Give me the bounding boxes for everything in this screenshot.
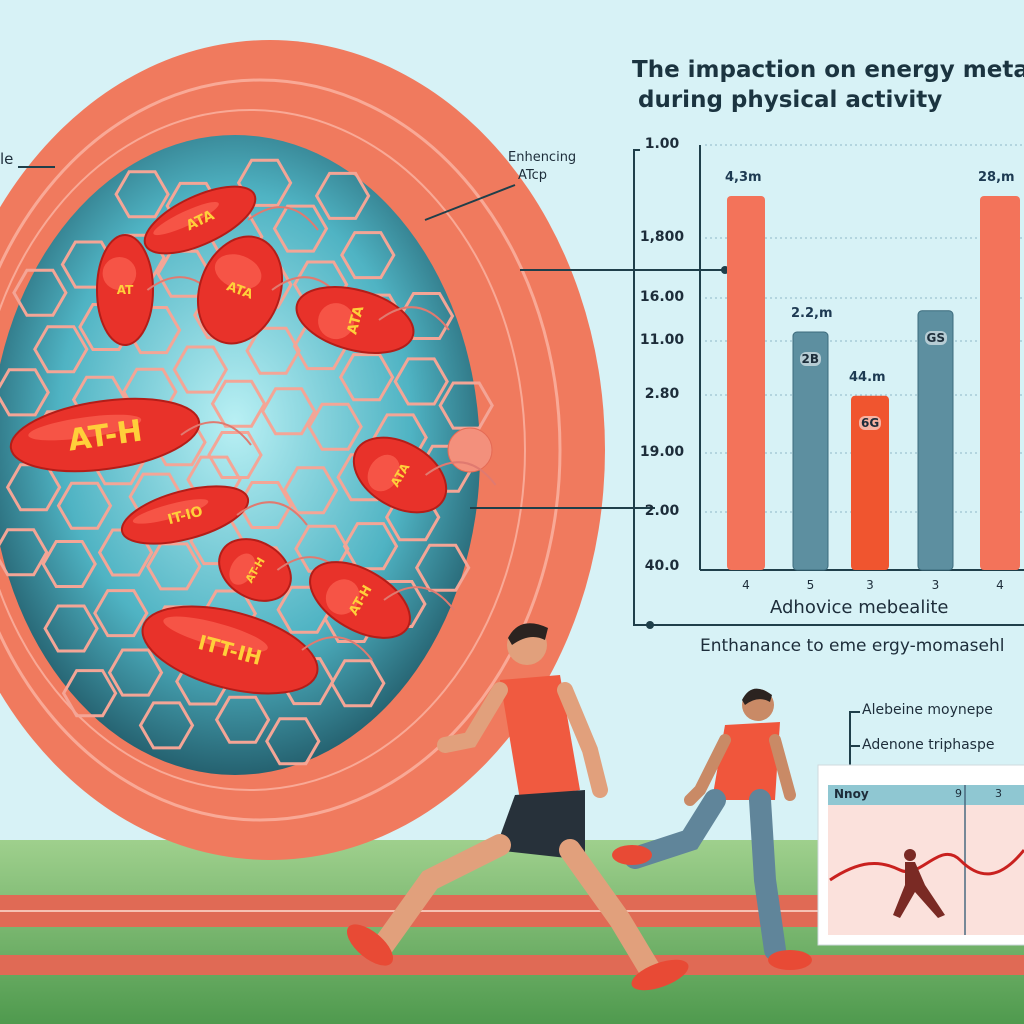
mesh-cell xyxy=(12,268,68,317)
mesh-cell xyxy=(214,695,271,744)
atp-capsule: IT-IO xyxy=(120,485,250,545)
bar-inner-label: 6G xyxy=(859,415,882,430)
mesh-cell xyxy=(438,381,494,430)
y-tick-label: 2.80 xyxy=(644,386,680,402)
bar xyxy=(727,196,765,570)
callout-left-label: le xyxy=(0,150,14,168)
runner-front xyxy=(346,623,689,991)
mesh-cell xyxy=(207,431,263,479)
x-tick-label: 4 xyxy=(996,578,1004,592)
panel-mark-2: 3 xyxy=(995,787,1002,800)
bar xyxy=(980,196,1020,570)
mesh-cell xyxy=(146,542,202,591)
y-tick-label: 1,800 xyxy=(639,229,685,245)
atp-capsule: AT-H xyxy=(9,397,201,473)
y-tick-label: 1.00 xyxy=(644,136,680,152)
mesh-cell xyxy=(41,540,97,588)
x-tick-label: 3 xyxy=(931,578,940,592)
bar-inner-label: 2B xyxy=(799,352,821,366)
panel-header: Nnoy xyxy=(834,787,869,801)
bar-value-label: 28,m xyxy=(978,170,1015,185)
callout-enhancing-label: Enhencing xyxy=(508,150,577,165)
title-line-1: The impaction on energy metab xyxy=(632,57,1024,83)
mesh-cell xyxy=(114,170,170,219)
bar-inner-label: GS xyxy=(924,330,947,345)
mesh-cell xyxy=(245,326,301,375)
capsule-label: AT xyxy=(117,283,134,297)
bar xyxy=(851,395,889,570)
atp-capsule: AT-H xyxy=(218,538,292,602)
mesh-cell xyxy=(236,158,293,207)
mesh-cell xyxy=(43,604,99,653)
mesh-cell xyxy=(61,669,118,718)
mesh-cell xyxy=(172,345,229,394)
atp-capsule: AT xyxy=(96,234,154,346)
chart-bracket xyxy=(633,149,1024,626)
small-runner-icon xyxy=(893,849,945,918)
atp-capsule: ITT-IH xyxy=(141,605,319,695)
mesh-cell xyxy=(282,466,339,515)
legend-label-1: Alebeine moynepe xyxy=(862,702,993,718)
legend-label-2: Adenone triphaspe xyxy=(862,737,995,753)
atp-capsule: ATA xyxy=(295,286,415,354)
callout-atp-label: ATcp xyxy=(518,168,548,183)
mesh-cell xyxy=(314,171,371,220)
chart-caption: Enthanance to eme ergy-momasehl xyxy=(700,636,1005,656)
panel-mark-1: 9 xyxy=(955,787,962,800)
runner-back xyxy=(612,688,812,970)
mesh-cell xyxy=(107,648,164,697)
x-tick-label: 4 xyxy=(742,578,750,592)
y-tick-label: 16.00 xyxy=(639,289,685,305)
atp-capsule: ATA xyxy=(143,185,257,255)
bar-value-label: 4,3m xyxy=(725,170,762,185)
mesh-cell xyxy=(0,528,49,577)
mesh-cell xyxy=(393,357,449,406)
x-tick-label: 5 xyxy=(806,578,815,592)
y-tick-label: 2.00 xyxy=(644,503,680,519)
mesh-cell xyxy=(56,481,113,530)
y-tick-label: 40.0 xyxy=(644,558,680,574)
capsule-label: ATA xyxy=(344,304,367,336)
mesh-cell xyxy=(210,379,267,428)
mesh-cell xyxy=(330,659,386,708)
page-title: The impaction on energy metab during phy… xyxy=(632,55,1024,115)
mesh-cell xyxy=(340,231,396,280)
bar xyxy=(917,310,954,571)
mesh-cell xyxy=(272,204,329,253)
x-axis-title: Adhovice mebealite xyxy=(770,597,949,618)
mesh-cell xyxy=(93,589,149,638)
mesh-cell xyxy=(33,325,89,374)
nucleus xyxy=(447,427,493,473)
activity-line xyxy=(829,849,1024,882)
bar-value-label: 44.m xyxy=(849,369,886,385)
atp-capsule: AT-H xyxy=(309,561,411,639)
mesh-cell xyxy=(260,387,317,436)
atp-capsule: ATA xyxy=(352,436,448,514)
atp-capsule: ATA xyxy=(196,235,284,345)
bar xyxy=(792,331,829,571)
y-tick-label: 11.00 xyxy=(639,332,685,348)
y-tick-label: 19.00 xyxy=(639,444,685,460)
bar-value-label: 2.2,m xyxy=(791,306,833,321)
x-tick-label: 3 xyxy=(866,578,874,592)
mesh-cell xyxy=(138,701,195,750)
running-track-lane xyxy=(0,955,1024,975)
mesh-cell xyxy=(0,368,50,417)
title-line-2: during physical activity xyxy=(638,87,943,113)
mesh-cell xyxy=(414,543,471,592)
mesh-cell xyxy=(307,402,363,451)
mesh-cell xyxy=(342,522,399,571)
mesh-cell xyxy=(265,717,321,766)
mesh-cell xyxy=(338,353,395,402)
